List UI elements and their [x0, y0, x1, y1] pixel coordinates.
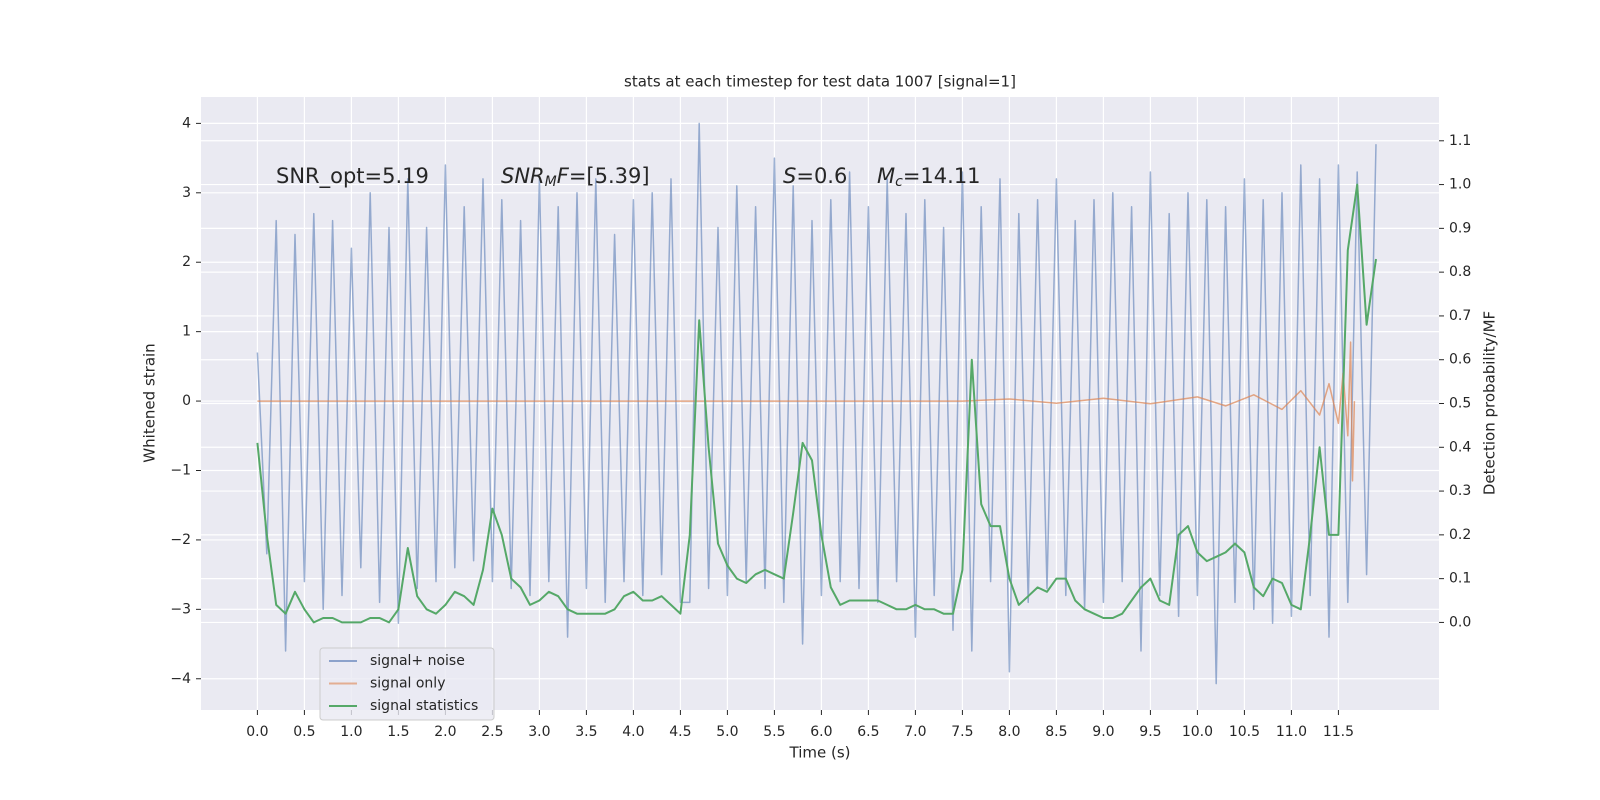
series-line: [256, 122, 1377, 685]
annotation-part: SNR: [501, 164, 545, 188]
y-tick-label: −2: [170, 532, 191, 548]
x-tick-label: 0.5: [293, 724, 315, 740]
annotation-part: F: [557, 164, 570, 188]
x-tick-label: 10.0: [1182, 724, 1213, 740]
x-tick-label: 4.5: [669, 724, 691, 740]
y2-tick-label: 0.6: [1449, 352, 1471, 368]
annotation-part: =0.6: [796, 164, 847, 188]
annotation-part: =[5.39]: [569, 164, 650, 188]
y2-tick-label: 0.2: [1449, 527, 1471, 543]
x-tick-label: 5.5: [763, 724, 785, 740]
y2-tick-label: 0.8: [1449, 264, 1471, 280]
x-tick-label: 0.0: [246, 724, 268, 740]
series-line: [257, 341, 1356, 482]
x-tick-label: 3.0: [528, 724, 550, 740]
x-tick-label: 6.5: [857, 724, 879, 740]
annotation-part: S: [783, 164, 796, 188]
x-tick-label: 9.5: [1139, 724, 1161, 740]
series-line: [256, 183, 1377, 624]
annotation-part: M: [545, 174, 557, 190]
annotation-part: M: [877, 164, 895, 188]
y-tick-label: −4: [170, 671, 191, 687]
y2-tick-label: 1.0: [1449, 177, 1471, 193]
y2-axis-label: Detection probability/MF: [1481, 311, 1499, 495]
legend-label: signal only: [370, 676, 445, 692]
x-tick-label: 8.0: [998, 724, 1020, 740]
x-tick-label: 10.5: [1229, 724, 1260, 740]
x-tick-label: 5.0: [716, 724, 738, 740]
x-tick-label: 7.0: [904, 724, 926, 740]
annotation: SNR_opt=5.19: [276, 164, 429, 189]
y-tick-label: 2: [182, 254, 191, 270]
legend-label: signal statistics: [370, 698, 478, 714]
y2-tick-label: 0.7: [1449, 308, 1471, 324]
y-tick-label: −1: [170, 462, 191, 478]
y2-tick-label: 0.1: [1449, 571, 1471, 587]
y2-tick-label: 1.1: [1449, 133, 1471, 149]
x-tick-label: 1.0: [340, 724, 362, 740]
x-tick-label: 11.0: [1276, 724, 1307, 740]
x-tick-label: 7.5: [951, 724, 973, 740]
y-tick-label: −3: [170, 601, 191, 617]
y-axis-label: Whitened strain: [141, 343, 159, 462]
y-tick-label: 3: [182, 185, 191, 201]
y2-tick-label: 0.4: [1449, 439, 1471, 455]
x-tick-label: 6.0: [810, 724, 832, 740]
annotation-part: SNR_opt=5.19: [276, 164, 429, 189]
annotation: S=0.6: [783, 164, 847, 188]
x-axis-label: Time (s): [789, 744, 851, 762]
legend-label: signal+ noise: [370, 653, 465, 669]
y2-tick-label: 0.9: [1449, 220, 1471, 236]
annotation-part: =14.11: [903, 164, 981, 188]
annotation-part: c: [895, 174, 903, 190]
y2-tick-label: 0.5: [1449, 396, 1471, 412]
annotation: Mc=14.11: [877, 164, 981, 190]
y2-tick-label: 0.0: [1449, 614, 1471, 630]
y-tick-label: 1: [182, 324, 191, 340]
x-tick-label: 4.0: [622, 724, 644, 740]
chart-title: stats at each timestep for test data 100…: [624, 73, 1016, 91]
y2-tick-label: 0.3: [1449, 483, 1471, 499]
x-tick-label: 8.5: [1045, 724, 1067, 740]
x-tick-label: 2.0: [434, 724, 456, 740]
x-tick-label: 11.5: [1323, 724, 1354, 740]
x-tick-label: 2.5: [481, 724, 503, 740]
x-tick-label: 3.5: [575, 724, 597, 740]
y-tick-label: 4: [182, 115, 191, 131]
y-tick-label: 0: [182, 393, 191, 409]
x-tick-label: 9.0: [1092, 724, 1114, 740]
annotation: SNRMF=[5.39]: [501, 164, 650, 190]
legend-box: [319, 647, 495, 721]
x-tick-label: 1.5: [387, 724, 409, 740]
